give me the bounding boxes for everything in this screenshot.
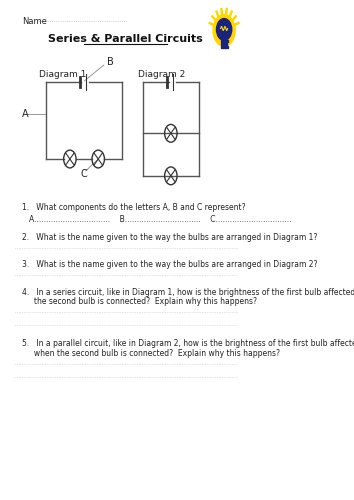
Text: A................................    B................................    C.....: A................................ B.....… — [29, 216, 292, 224]
Text: 3.   What is the name given to the way the bulbs are arranged in Diagram 2?: 3. What is the name given to the way the… — [22, 260, 318, 269]
Text: the second bulb is connected?  Explain why this happens?: the second bulb is connected? Explain wh… — [22, 298, 257, 306]
Bar — [221, 46, 228, 48]
Text: C: C — [80, 169, 87, 179]
Text: A: A — [22, 108, 29, 118]
Text: Name: Name — [22, 16, 47, 26]
Text: B: B — [107, 57, 113, 67]
Text: when the second bulb is connected?  Explain why this happens?: when the second bulb is connected? Expla… — [22, 349, 280, 358]
Circle shape — [217, 18, 232, 40]
Text: 2.   What is the name given to the way the bulbs are arranged in Diagram 1?: 2. What is the name given to the way the… — [22, 233, 318, 242]
Text: Series & Parallel Circuits: Series & Parallel Circuits — [48, 34, 202, 44]
Text: Diagram 1: Diagram 1 — [39, 70, 86, 79]
Text: Diagram 2: Diagram 2 — [138, 70, 185, 79]
Bar — [221, 40, 228, 42]
Text: 1.   What components do the letters A, B and C represent?: 1. What components do the letters A, B a… — [22, 202, 246, 211]
Text: 5.   In a parallel circuit, like in Diagram 2, how is the brightness of the firs: 5. In a parallel circuit, like in Diagra… — [22, 339, 354, 348]
Bar — [221, 43, 227, 46]
Circle shape — [213, 14, 235, 46]
Text: 4.   In a series circuit, like in Diagram 1, how is the brightness of the first : 4. In a series circuit, like in Diagram … — [22, 288, 354, 296]
